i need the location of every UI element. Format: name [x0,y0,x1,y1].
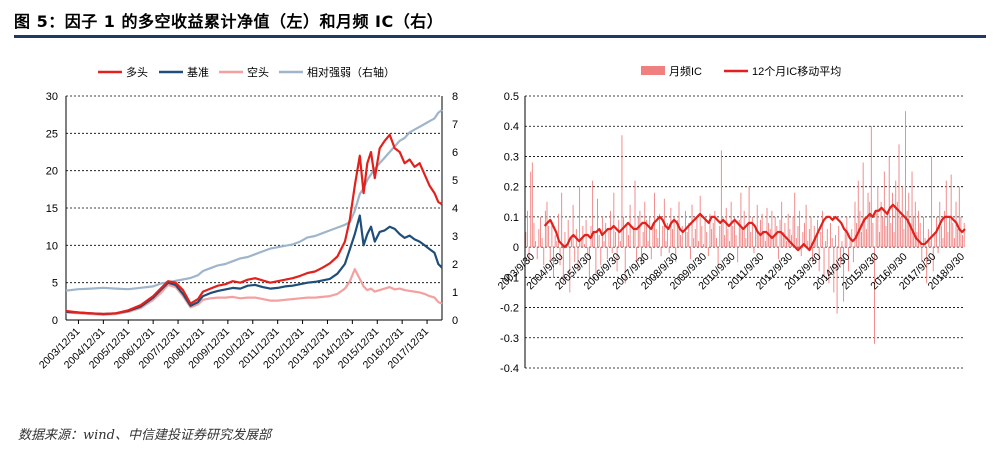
right-legend: 月频IC 12个月IC移动平均 [641,64,841,78]
legend-label: 空头 [247,65,269,79]
left-y-tick-label: 5 [52,278,58,290]
figure-title: 图 5：因子 1 的多空收益累计净值（左）和月频 IC（右） [14,12,444,31]
right-grid [525,95,965,369]
left-lines [65,109,443,316]
legend-label-ma: 12个月IC移动平均 [752,65,841,78]
right-y-tick-label: 4 [452,203,458,215]
legend-label: 基准 [187,66,209,79]
ic-y-tick-label: -0.3 [500,333,519,345]
right-bars [525,111,965,344]
ic-y-tick-label: -0.1 [500,272,519,284]
right-y-tick-label: 6 [452,147,458,159]
left-y-tick-label: 10 [46,240,58,252]
legend-label: 相对强弱（右轴） [307,65,395,79]
ic-y-tick-label: 0.3 [504,151,519,163]
left-y-tick-label: 30 [46,91,58,103]
ic-y-tick-label: -0.2 [500,303,519,315]
ic-y-tick-label: 0.5 [504,91,519,103]
series-line-2 [65,268,443,316]
left-y-tick-label: 25 [46,128,58,140]
monthly-ic-chart: 0.50.40.30.20.10-0.1-0.2-0.3-0.42003/9/3… [496,64,968,375]
left-y-tick-label: 20 [46,166,58,178]
left-y-tick-label: 15 [46,203,58,215]
series-line-3 [65,109,443,292]
legend-label: 多头 [126,65,148,79]
left-grid [66,95,442,284]
left-y-tick-label: 0 [52,315,58,327]
right-line [543,203,966,252]
ic-y-tick-label: 0.2 [504,182,519,194]
title-rule [14,35,986,38]
series-line-0 [65,133,443,316]
right-y-tick-label: 7 [452,119,458,131]
legend-label-ic: 月频IC [669,64,702,78]
right-y-tick-label: 1 [452,287,458,299]
left-legend: 多头 基准 空头 相对强弱（右轴） [98,65,395,79]
right-y-tick-label: 0 [452,315,458,327]
ic-y-tick-label: 0.4 [504,121,519,133]
right-y-tick-label: 3 [452,231,458,243]
right-y-tick-label: 2 [452,259,458,271]
ic-moving-average-line [543,203,966,252]
data-source: 数据来源：wind、中信建投证券研究发展部 [18,428,271,443]
ic-y-tick-label: 0 [513,242,519,254]
ic-y-tick-label: -0.4 [500,363,519,375]
right-y-tick-label: 5 [452,175,458,187]
legend-swatch-ic [641,66,665,75]
right-y-tick-label: 8 [452,91,458,103]
cumulative-nav-chart: 0510152025300123456782003/12/312004/12/3… [37,65,458,371]
series-line-1 [65,214,443,316]
ic-y-tick-label: 0.1 [504,212,519,224]
